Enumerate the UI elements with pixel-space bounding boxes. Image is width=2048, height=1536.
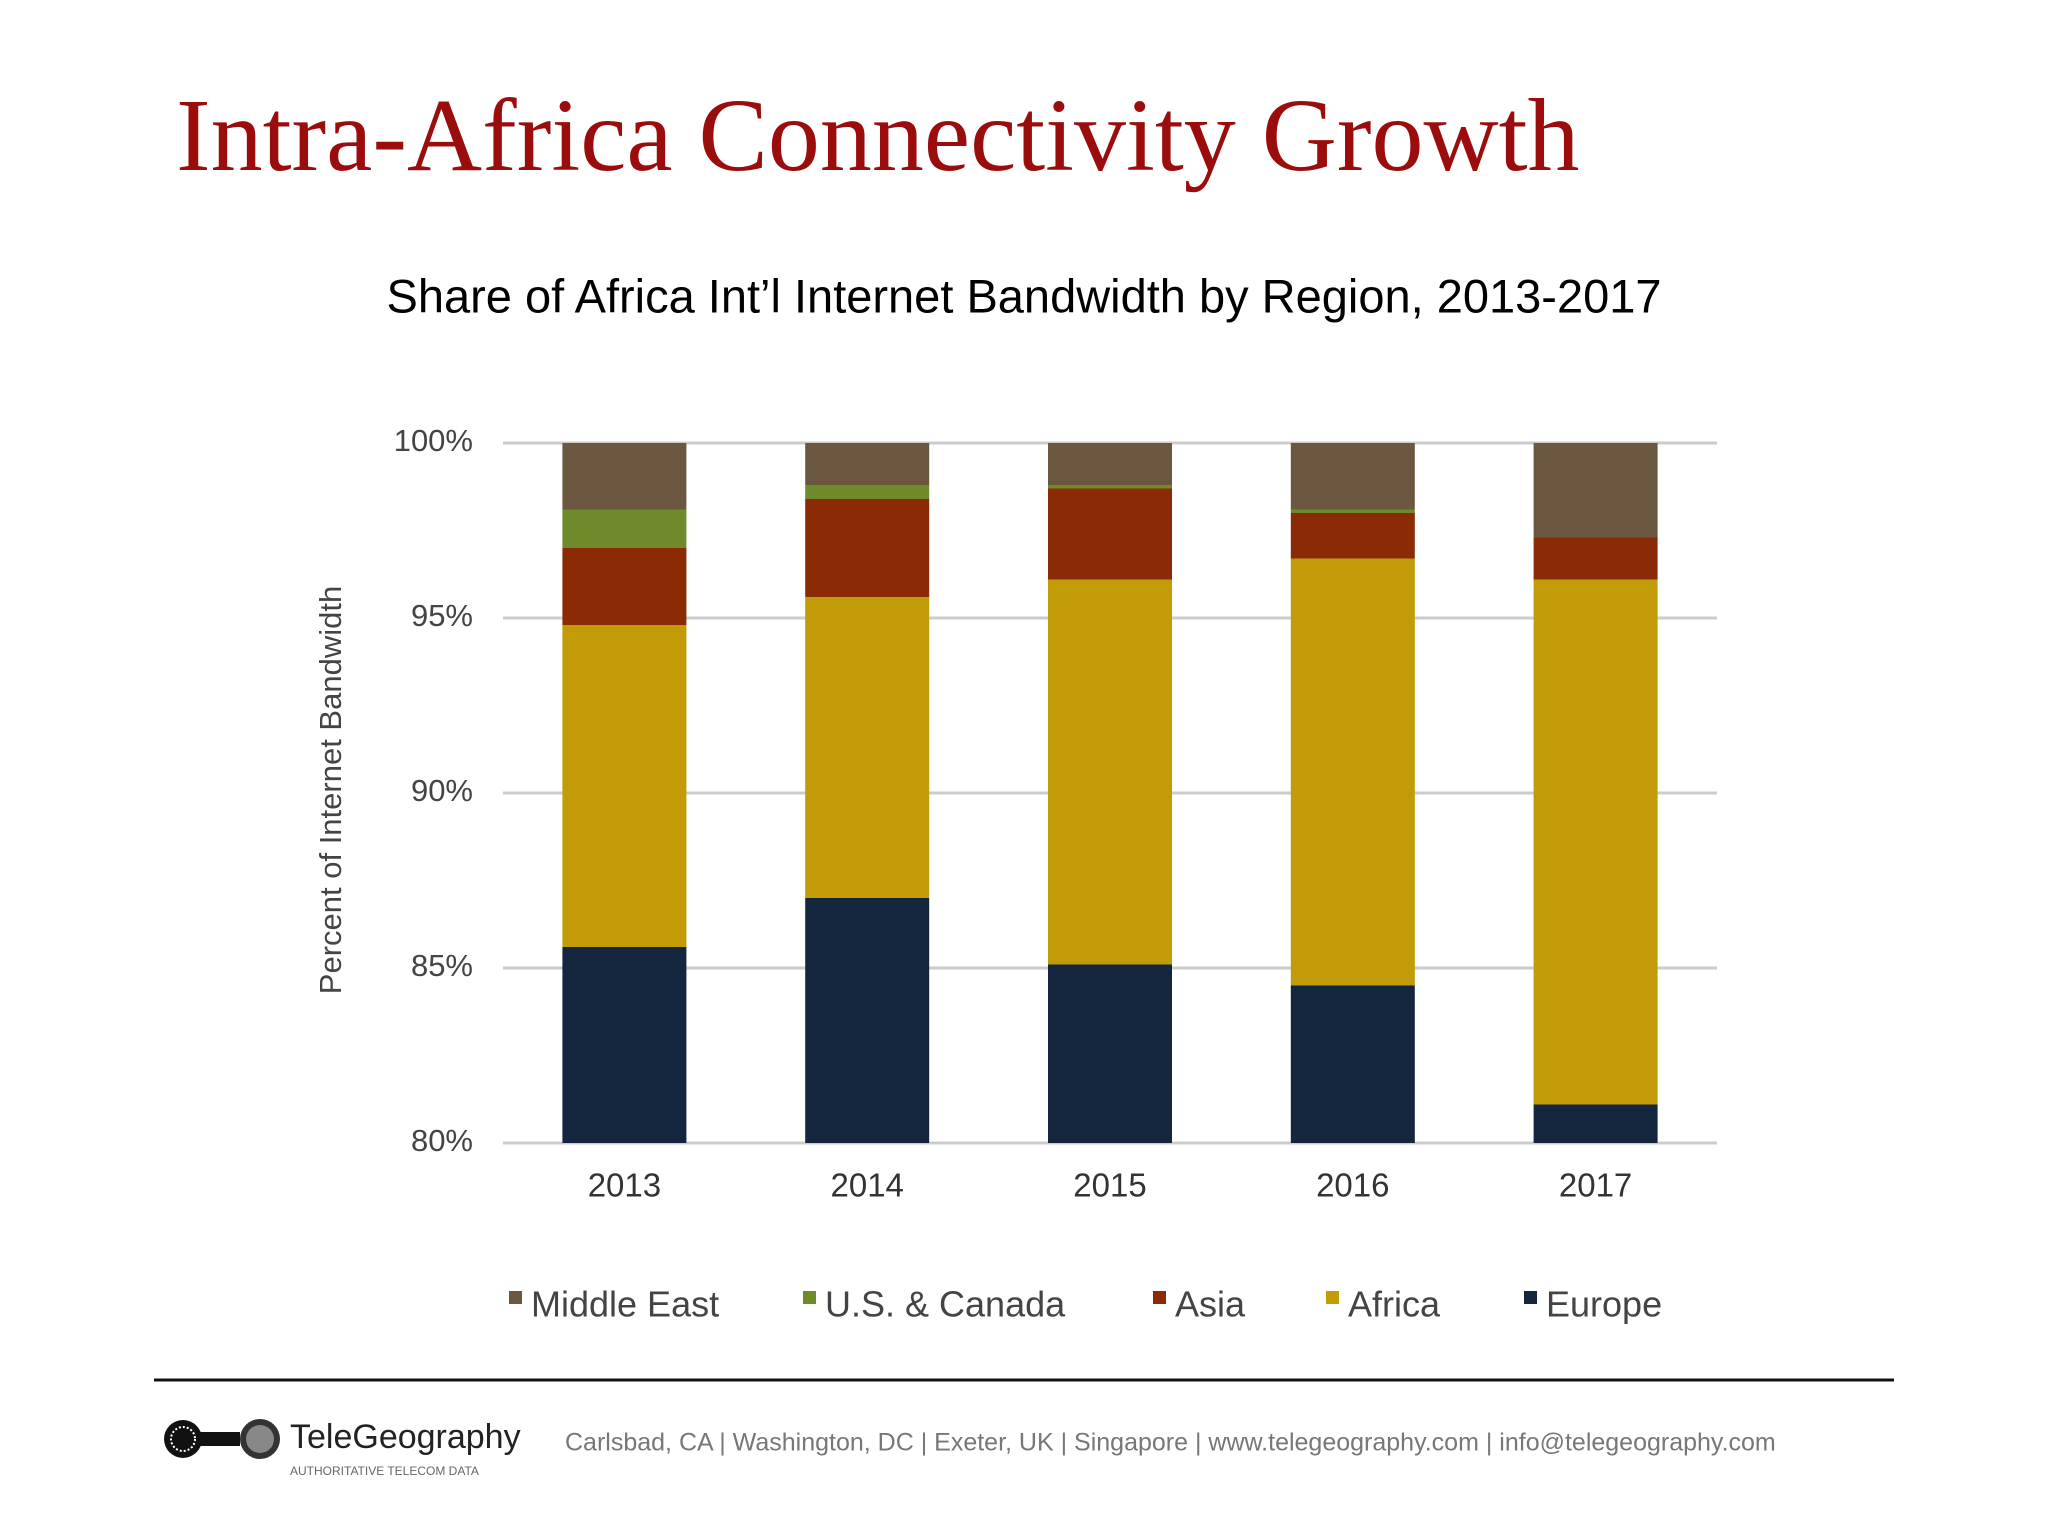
bar-segment bbox=[1533, 443, 1658, 538]
bar-segment bbox=[562, 947, 687, 1143]
bar-segment bbox=[562, 443, 687, 510]
logo-tagline: AUTHORITATIVE TELECOM DATA bbox=[290, 1464, 479, 1478]
bar-segment bbox=[1048, 443, 1172, 485]
x-tick-label: 2016 bbox=[1316, 1167, 1389, 1204]
y-tick-label: 80% bbox=[411, 1123, 473, 1158]
bar-segment bbox=[1290, 985, 1415, 1143]
bar-segment bbox=[805, 485, 930, 499]
bar-segment bbox=[1290, 558, 1415, 986]
bar-segment bbox=[805, 597, 930, 898]
legend-swatch bbox=[1326, 1291, 1339, 1304]
y-tick-label: 100% bbox=[394, 423, 473, 458]
logo-icon bbox=[164, 1419, 280, 1459]
bar-segment bbox=[1048, 485, 1172, 489]
bar-segment bbox=[1533, 537, 1658, 580]
bar-segment bbox=[562, 509, 687, 548]
bar-segment bbox=[1290, 509, 1415, 513]
y-tick-label: 95% bbox=[411, 598, 473, 633]
bar-segment bbox=[1533, 579, 1658, 1105]
legend-label: Middle East bbox=[531, 1284, 719, 1325]
bar-segment bbox=[1048, 579, 1172, 965]
bar-segment bbox=[1533, 1104, 1658, 1143]
y-tick-label: 90% bbox=[411, 773, 473, 808]
x-tick-label: 2013 bbox=[588, 1167, 661, 1204]
chart-subtitle: Share of Africa Int’l Internet Bandwidth… bbox=[386, 269, 1661, 322]
logo-text: TeleGeography bbox=[290, 1418, 521, 1456]
legend-swatch bbox=[1153, 1291, 1166, 1304]
x-tick-label: 2017 bbox=[1559, 1167, 1632, 1204]
bar-segment bbox=[1290, 443, 1415, 510]
legend-swatch bbox=[803, 1291, 816, 1304]
bar-segment bbox=[562, 548, 687, 625]
slide-title: Intra-Africa Connectivity Growth bbox=[176, 78, 1580, 193]
legend-label: Africa bbox=[1348, 1284, 1441, 1325]
legend-swatch bbox=[509, 1291, 522, 1304]
legend-label: U.S. & Canada bbox=[825, 1284, 1066, 1325]
x-tick-label: 2015 bbox=[1073, 1167, 1146, 1204]
y-tick-label: 85% bbox=[411, 948, 473, 983]
legend-label: Asia bbox=[1175, 1284, 1246, 1325]
bar-segment bbox=[1048, 964, 1172, 1143]
bar-segment bbox=[562, 625, 687, 947]
bar-segment bbox=[805, 898, 930, 1143]
bar-segment bbox=[805, 499, 930, 597]
footer-contact: Carlsbad, CA | Washington, DC | Exeter, … bbox=[565, 1429, 1776, 1457]
x-tick-label: 2014 bbox=[830, 1167, 903, 1204]
y-axis-label: Percent of Internet Bandwidth bbox=[313, 586, 348, 994]
legend-label: Europe bbox=[1546, 1284, 1662, 1325]
bar-segment bbox=[1048, 488, 1172, 580]
bar-segment bbox=[805, 443, 930, 485]
legend-swatch bbox=[1524, 1291, 1537, 1304]
bar-segment bbox=[1290, 513, 1415, 559]
